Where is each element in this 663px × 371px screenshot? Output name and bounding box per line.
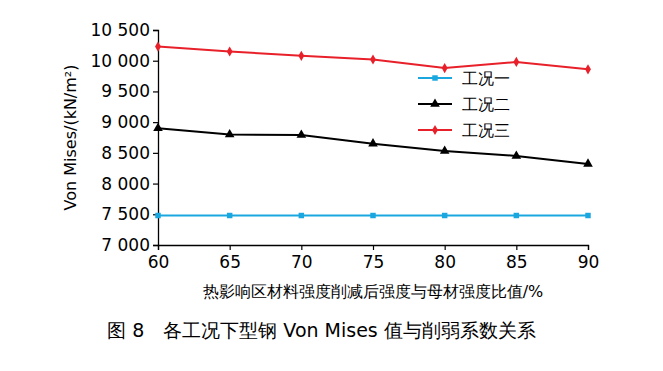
chart: 60 65 70 75 80 85 90 7 000 7 500 8 000 8 500 9 000 9…: [0, 0, 663, 371]
y-axis-title: Von Mises/(kN/m²): [61, 65, 80, 211]
series-markers: [155, 41, 591, 74]
data-point: [299, 213, 304, 218]
data-point: [153, 123, 163, 131]
legend-item: 工况三: [418, 121, 510, 140]
data-point: [298, 51, 304, 61]
series-line: [158, 128, 588, 164]
y-tick-label: 8 500: [101, 143, 150, 163]
data-point: [440, 145, 450, 153]
x-tick-label: 60: [148, 252, 170, 272]
x-tick: 60: [148, 245, 170, 272]
y-tick-mark: [153, 183, 158, 184]
series-markers: [155, 213, 590, 218]
y-tick: 7 000: [101, 235, 158, 255]
data-point: [514, 213, 519, 218]
data-point: [513, 57, 519, 67]
legend-marker: [430, 98, 440, 106]
y-axis: 7 000 7 500 8 000 8 500 9 000 9 500 10 000 10 5…: [91, 20, 159, 255]
series-line: [158, 47, 588, 70]
data-point: [370, 213, 375, 218]
series-markers: [153, 123, 593, 167]
y-tick: 8 500: [101, 143, 158, 163]
legend-item: 工况二: [418, 95, 510, 114]
x-tick-mark: [588, 245, 589, 250]
data-point: [155, 41, 161, 51]
y-tick: 10 000: [91, 51, 158, 71]
x-tick-mark: [445, 245, 446, 250]
data-point: [227, 46, 233, 56]
x-tick: 65: [219, 245, 241, 272]
x-tick: 85: [506, 245, 528, 272]
y-tick-label: 7 000: [101, 235, 150, 255]
y-tick-label: 10 000: [91, 51, 150, 71]
x-axis-line: [159, 246, 589, 251]
data-point: [368, 138, 378, 146]
y-tick-mark: [153, 153, 158, 154]
y-tick-label: 9 000: [101, 112, 150, 132]
y-tick-label: 10 500: [91, 20, 150, 40]
x-tick-mark: [301, 245, 302, 250]
y-tick-mark: [153, 91, 158, 92]
data-point: [442, 63, 448, 73]
x-tick-mark: [230, 245, 231, 250]
y-tick: 9 000: [101, 112, 158, 132]
x-tick-label: 90: [578, 252, 600, 272]
data-point: [583, 158, 593, 166]
x-tick: 80: [434, 245, 456, 272]
y-tick-label: 7 500: [101, 204, 150, 224]
x-tick-label: 70: [291, 252, 313, 272]
x-tick-mark: [516, 245, 517, 250]
x-tick: 90: [578, 245, 600, 272]
data-point: [297, 129, 307, 137]
data-point: [512, 150, 522, 158]
x-axis: 60 65 70 75 80 85 90: [148, 245, 600, 272]
legend-marker: [432, 75, 437, 80]
x-tick-label: 65: [219, 252, 241, 272]
legend-item: 工况一: [418, 69, 510, 88]
x-tick-label: 80: [434, 252, 456, 272]
data-point: [585, 64, 591, 74]
data-point: [227, 213, 232, 218]
y-tick: 7 500: [101, 204, 158, 224]
legend-label: 工况一: [462, 69, 510, 88]
y-tick-mark: [153, 61, 158, 62]
legend: 工况一工况二工况三: [418, 69, 510, 140]
legend-label: 工况二: [462, 95, 510, 114]
y-tick-label: 8 000: [101, 174, 150, 194]
y-tick: 8 000: [101, 174, 158, 194]
y-tick: 10 500: [91, 20, 158, 40]
legend-marker: [432, 125, 438, 135]
y-tick-mark: [153, 245, 158, 246]
x-tick: 70: [291, 245, 313, 272]
x-tick: 75: [363, 245, 385, 272]
x-tick-label: 85: [506, 252, 528, 272]
data-point: [585, 213, 590, 218]
y-tick-mark: [153, 122, 158, 123]
plot-area: [153, 41, 593, 218]
y-tick-label: 9 500: [101, 81, 150, 101]
x-axis-title: 热影响区材料强度削减后强度与母材强度比值/%: [203, 282, 544, 301]
x-tick-mark: [373, 245, 374, 250]
title: 图 8 各工况下型钢 Von Mises 值与削弱系数关系: [107, 319, 536, 341]
y-tick-mark: [153, 30, 158, 31]
data-point: [155, 213, 160, 218]
x-tick-label: 75: [363, 252, 385, 272]
data-point: [225, 129, 235, 137]
y-tick: 9 500: [101, 81, 158, 101]
data-point: [370, 54, 376, 64]
data-point: [442, 213, 447, 218]
legend-label: 工况三: [462, 121, 510, 140]
